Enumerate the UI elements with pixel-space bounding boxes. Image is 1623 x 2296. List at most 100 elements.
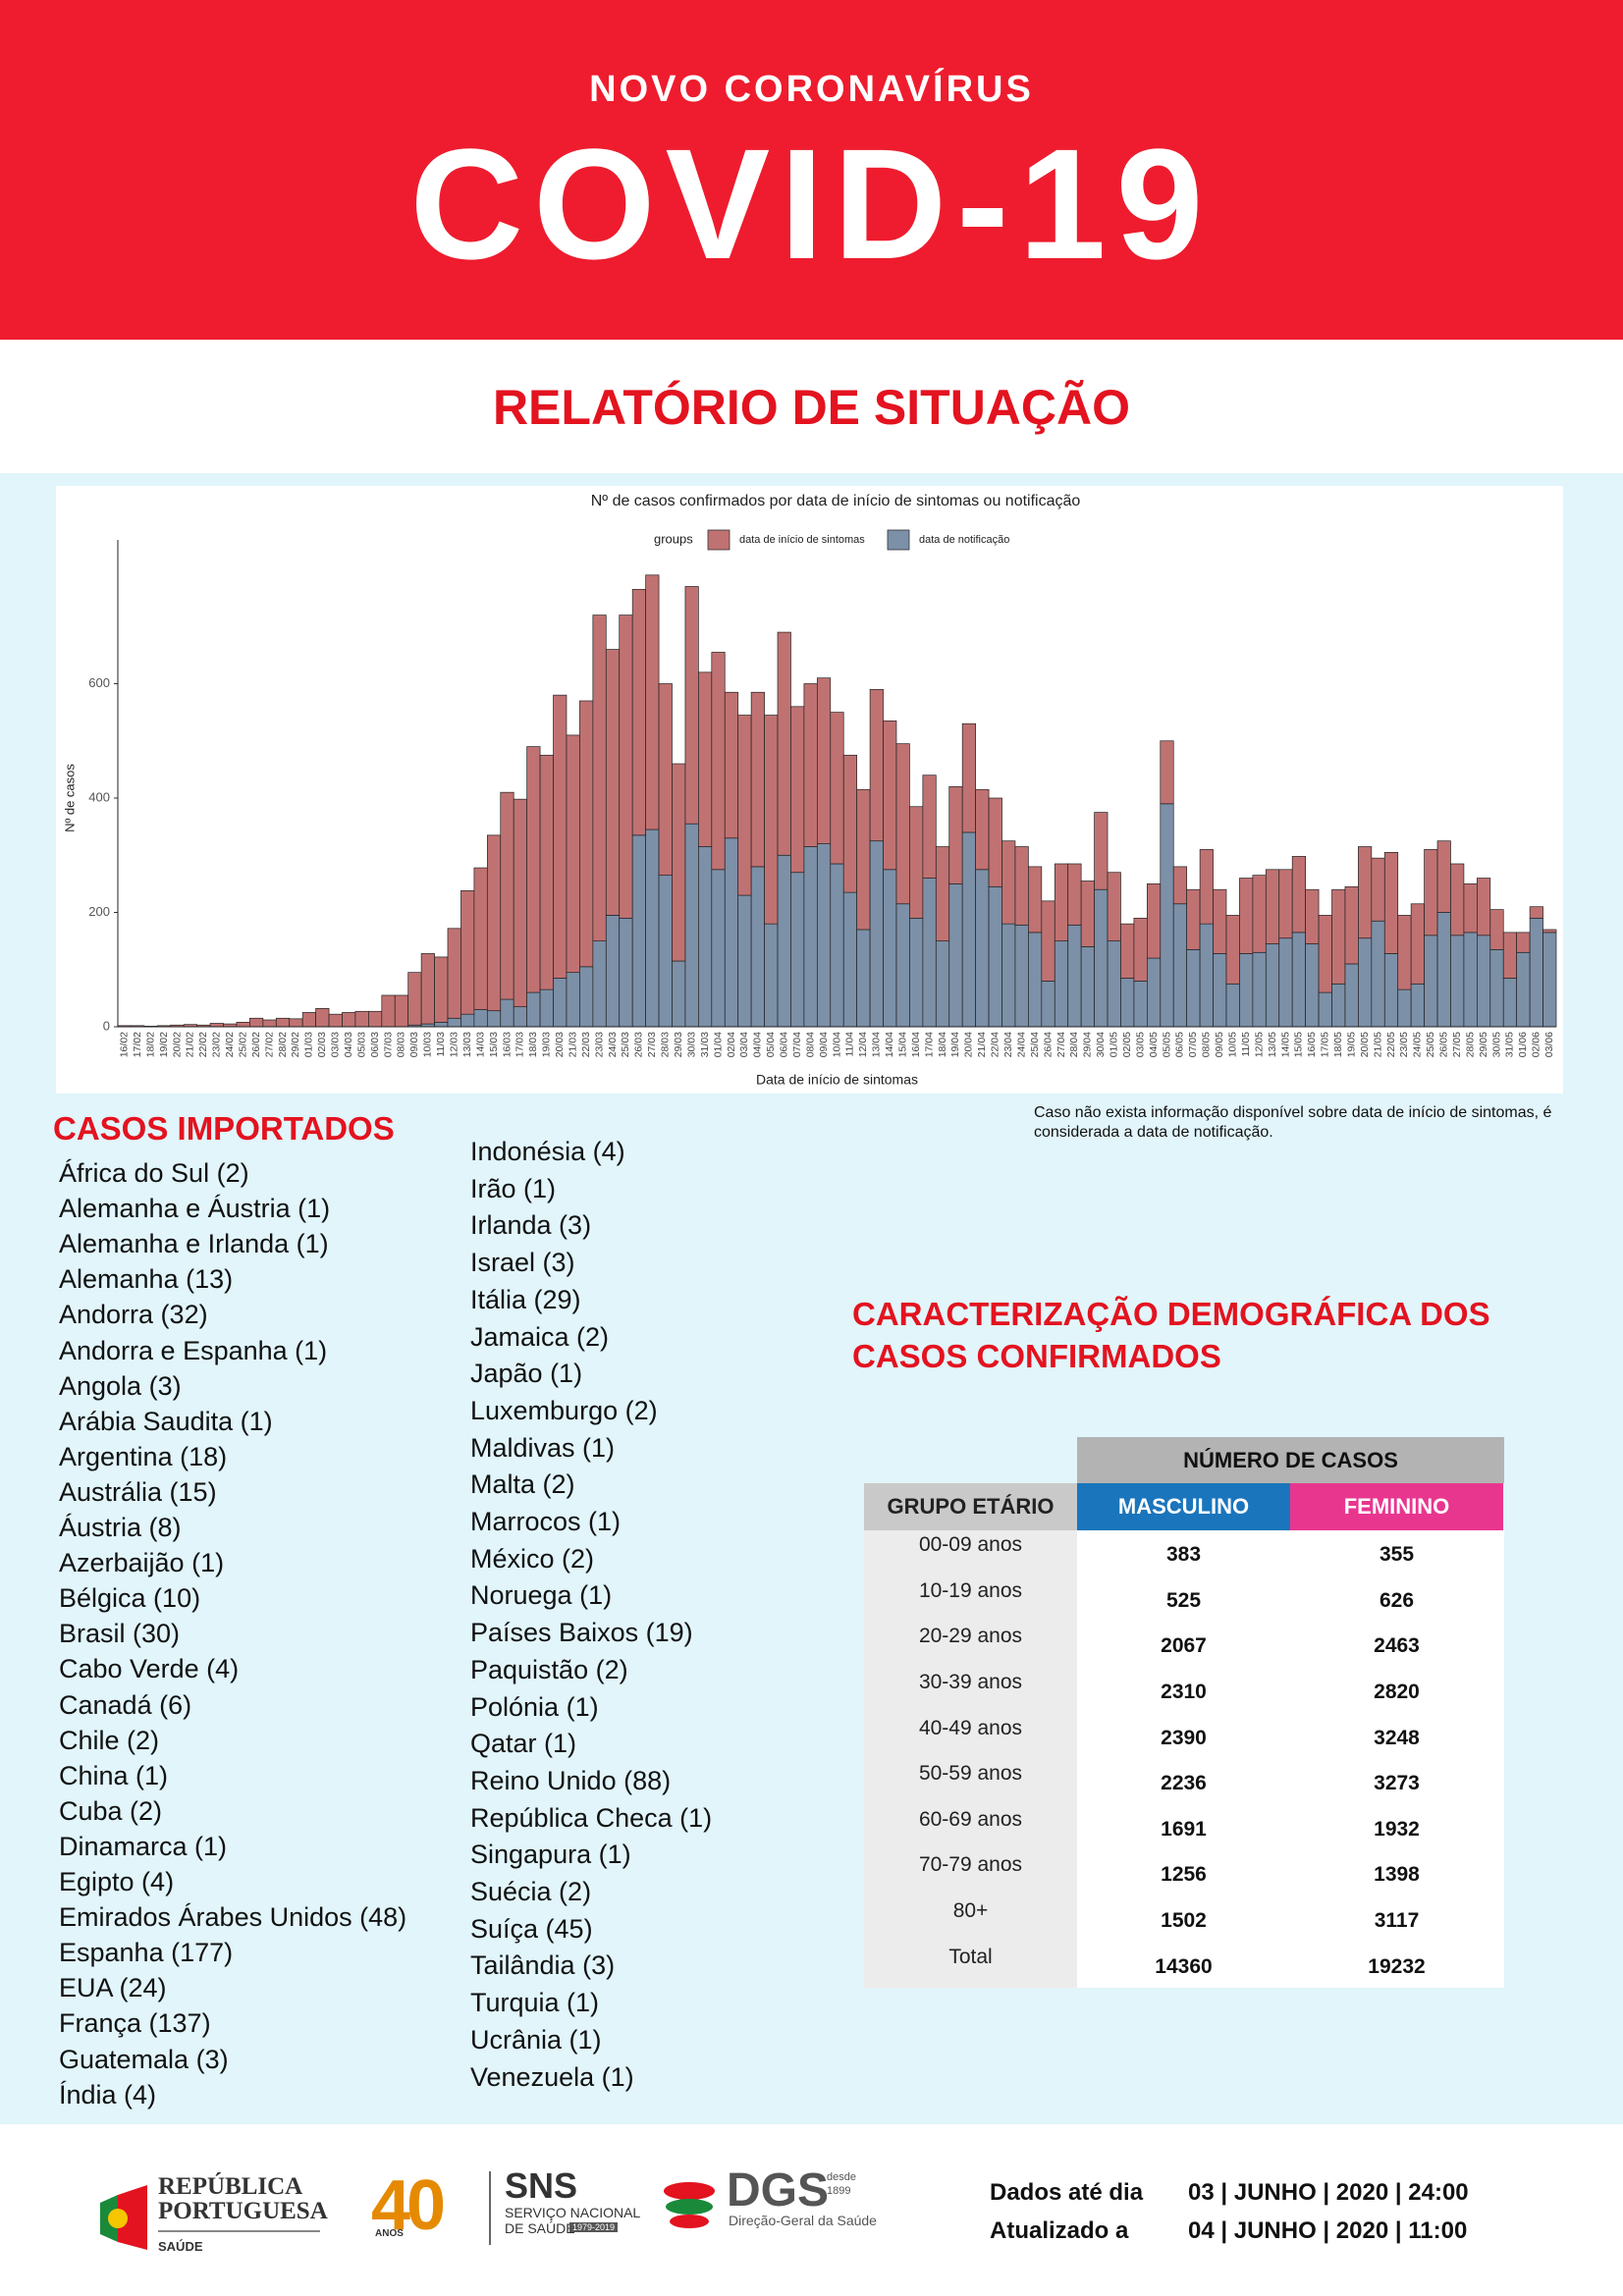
bar-segment	[579, 966, 594, 1028]
x-tick-label: 08/05	[1201, 1032, 1213, 1057]
case-count: 2310	[1161, 1681, 1207, 1704]
x-tick-label: 03/04	[738, 1032, 750, 1057]
x-tick-label: 06/05	[1174, 1032, 1186, 1057]
x-tick-label: 05/05	[1161, 1032, 1172, 1057]
imported-title: CASOS IMPORTADOS	[53, 1110, 395, 1147]
bar-segment	[1252, 875, 1267, 953]
imported-item: Jamaica (2)	[470, 1321, 610, 1352]
bar-segment	[842, 891, 858, 1028]
bar-segment	[684, 823, 699, 1028]
saude: SAÚDE	[158, 2239, 203, 2254]
bar-segment	[1424, 849, 1438, 936]
chart-title: Nº de casos confirmados por data de iníc…	[591, 493, 1081, 509]
bar-segment	[1094, 888, 1109, 1028]
bar-segment	[1160, 740, 1174, 805]
bar-segment	[1054, 863, 1069, 941]
bar-segment	[275, 1017, 291, 1028]
y-axis-label: Nº de casos	[62, 764, 77, 832]
bar-segment	[566, 972, 580, 1028]
bar-segment	[1489, 909, 1504, 950]
bar-segment	[1028, 932, 1043, 1028]
x-tick-label: 13/05	[1267, 1032, 1278, 1057]
x-tick-label: 22/05	[1385, 1032, 1397, 1057]
bar-segment	[790, 872, 805, 1028]
imported-item: Canadá (6)	[59, 1689, 192, 1720]
y-tick-label: 600	[88, 675, 110, 690]
x-tick-label: 15/03	[488, 1032, 500, 1057]
y-tick-label: 200	[88, 904, 110, 919]
x-tick-label: 09/05	[1214, 1032, 1225, 1057]
imported-item: Paquistão (2)	[470, 1654, 628, 1684]
bar-segment	[579, 700, 594, 968]
case-count: 2820	[1374, 1681, 1420, 1704]
bar-segment	[1239, 953, 1254, 1028]
imported-item: Egipto (4)	[59, 1867, 175, 1896]
age-group: 80+	[952, 1899, 989, 1923]
bar-segment	[869, 840, 884, 1028]
bar-segment	[605, 915, 621, 1028]
bar-segment	[1358, 937, 1373, 1028]
x-tick-label: 04/04	[752, 1032, 764, 1057]
age-group: 40-49 anos	[918, 1716, 1023, 1739]
dgs-since-2: 1899	[827, 2185, 851, 2197]
bar-segment	[1502, 932, 1518, 979]
x-tick-label: 20/03	[554, 1032, 566, 1057]
imported-item: Maldivas (1)	[470, 1432, 616, 1463]
bar-segment	[1054, 940, 1069, 1028]
bar-segment	[1450, 934, 1465, 1028]
x-tick-label: 28/03	[660, 1032, 672, 1057]
imported-item: Marrocos (1)	[470, 1507, 622, 1536]
case-count: 1256	[1161, 1863, 1207, 1887]
x-tick-label: 28/02	[277, 1032, 289, 1057]
bar-segment	[513, 1006, 528, 1028]
bar-segment	[1291, 932, 1306, 1028]
republica-1: REPÚBLICA	[158, 2173, 303, 2200]
x-tick-label: 24/03	[607, 1032, 619, 1057]
x-tick-label: 14/05	[1279, 1032, 1291, 1057]
imported-item: Ucrânia (1)	[470, 2024, 602, 2055]
imported-item: Qatar (1)	[470, 1729, 577, 1759]
bar-segment	[1080, 946, 1095, 1028]
bar-segment	[1001, 840, 1016, 925]
bar-segment	[1489, 949, 1504, 1028]
bar-segment	[830, 863, 844, 1028]
bar-segment	[539, 754, 554, 990]
x-tick-label: 20/05	[1359, 1032, 1371, 1057]
bar-segment	[764, 923, 779, 1028]
bar-segment	[592, 940, 607, 1028]
bar-segment	[368, 1010, 383, 1028]
update-value: 04 | JUNHO | 2020 | 11:00	[1188, 2217, 1468, 2244]
bar-segment	[1120, 923, 1135, 979]
imported-item: Turquia (1)	[470, 1988, 600, 2018]
bar-segment	[434, 1021, 449, 1028]
imported-item: Austrália (15)	[59, 1476, 217, 1507]
imported-item: Índia (4)	[59, 2079, 157, 2109]
y-tick-label: 0	[103, 1018, 110, 1033]
imported-item: Irão (1)	[470, 1173, 557, 1203]
x-tick-label: 27/05	[1451, 1032, 1463, 1057]
bar-segment	[1186, 888, 1201, 950]
bar-segment	[473, 867, 488, 1010]
bar-segment	[1397, 988, 1412, 1028]
bar-segment	[684, 586, 699, 825]
imported-item: Irlanda (3)	[470, 1210, 592, 1241]
x-tick-label: 28/05	[1464, 1032, 1476, 1057]
bar-segment	[301, 1012, 316, 1028]
bar-segment	[500, 791, 514, 1000]
x-tick-label: 22/04	[990, 1032, 1001, 1057]
case-count: 2236	[1161, 1772, 1207, 1795]
x-tick-label: 21/03	[567, 1032, 578, 1057]
x-tick-label: 03/06	[1543, 1032, 1555, 1057]
header-kicker: NOVO CORONAVÍRUS	[589, 69, 1034, 110]
x-tick-label: 01/06	[1517, 1032, 1529, 1057]
imported-item: Chile (2)	[59, 1725, 160, 1755]
bar-segment	[711, 652, 726, 871]
column-header: MASCULINO	[1077, 1483, 1290, 1530]
chart: Nº de casos confirmados por data de iníc…	[56, 486, 1563, 1094]
bar-segment	[1041, 900, 1055, 982]
case-count: 525	[1165, 1588, 1202, 1612]
imported-item: Suíça (45)	[470, 1913, 593, 1944]
bar-segment	[1014, 924, 1029, 1028]
dgs-since-1: desde	[827, 2171, 856, 2183]
bar-segment	[1146, 883, 1162, 959]
